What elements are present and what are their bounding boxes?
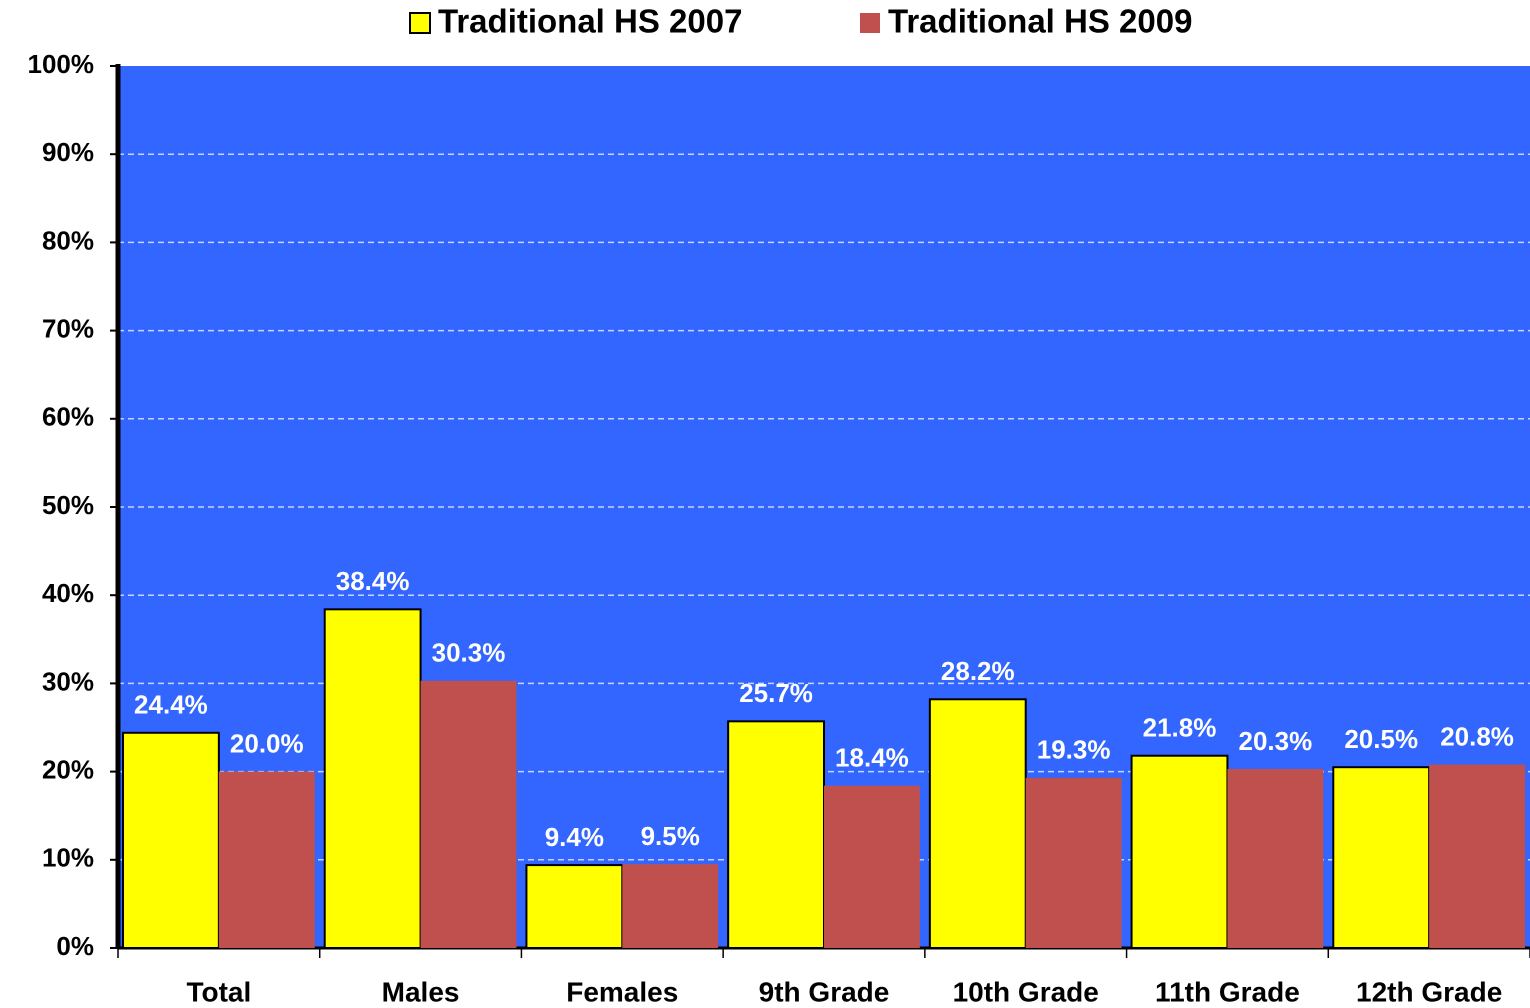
bar: [1429, 764, 1525, 948]
y-tick-label: 20%: [42, 754, 94, 784]
value-label: 21.8%: [1143, 713, 1217, 743]
y-tick-label: 10%: [42, 843, 94, 873]
value-label: 20.8%: [1440, 721, 1514, 751]
x-tick-label: 10th Grade: [953, 976, 1099, 1007]
y-tick-label: 100%: [28, 49, 95, 79]
x-tick-label: Males: [382, 976, 460, 1007]
legend-label: Traditional HS 2007: [438, 3, 742, 40]
x-tick-label: Females: [566, 976, 678, 1007]
bar: [727, 720, 826, 949]
bar: [525, 864, 624, 949]
value-label: 25.7%: [739, 678, 813, 708]
bar: [824, 785, 920, 948]
value-label: 30.3%: [432, 638, 506, 668]
value-label: 18.4%: [835, 743, 909, 773]
x-tick-label: Total: [186, 976, 251, 1007]
x-tick-label: 12th Grade: [1356, 976, 1502, 1007]
value-label: 24.4%: [134, 690, 208, 720]
bar: [323, 608, 422, 949]
bar: [622, 864, 719, 948]
legend-swatch: [409, 12, 431, 34]
bar: [420, 680, 517, 948]
value-label: 28.2%: [941, 656, 1015, 686]
y-tick-label: 0%: [56, 931, 94, 961]
value-label: 38.4%: [336, 566, 410, 596]
bar: [928, 698, 1027, 949]
legend-swatch: [860, 13, 880, 33]
bar: [1025, 777, 1122, 948]
x-tick-label: 9th Grade: [759, 976, 890, 1007]
y-tick-label: 50%: [42, 490, 94, 520]
y-tick-label: 40%: [42, 578, 94, 608]
value-label: 9.4%: [545, 822, 604, 852]
value-label: 20.0%: [230, 728, 304, 758]
bar: [122, 731, 220, 949]
bar: [1130, 754, 1229, 949]
x-tick-label: 11th Grade: [1155, 976, 1300, 1007]
bar: [218, 771, 315, 948]
y-tick-label: 80%: [42, 225, 94, 255]
value-label: 20.5%: [1344, 724, 1418, 754]
y-tick-label: 90%: [42, 137, 94, 167]
bar: [1332, 766, 1431, 949]
bar: [1227, 768, 1324, 948]
legend-label: Traditional HS 2009: [888, 3, 1192, 40]
y-tick-label: 70%: [42, 313, 94, 343]
value-label: 19.3%: [1037, 735, 1111, 765]
value-label: 9.5%: [641, 821, 700, 851]
y-tick-label: 30%: [42, 666, 94, 696]
value-label: 20.3%: [1238, 726, 1312, 756]
y-tick-label: 60%: [42, 402, 94, 432]
